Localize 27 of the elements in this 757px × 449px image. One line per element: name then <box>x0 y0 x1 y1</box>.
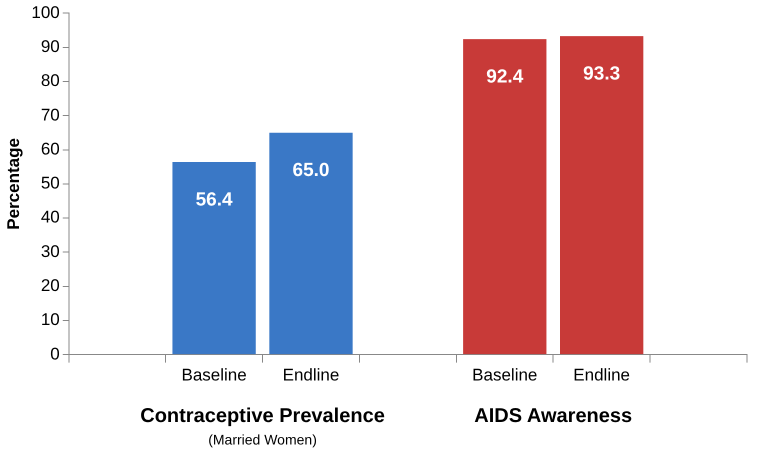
y-tick-label: 70 <box>40 105 60 124</box>
text: AIDS Awareness <box>474 405 632 428</box>
y-tick-label: 50 <box>40 174 60 193</box>
x-tick-label: Baseline <box>472 365 538 384</box>
bar <box>269 132 353 354</box>
x-tick-label: Endline <box>282 365 340 384</box>
y-tick-label: 30 <box>40 242 60 261</box>
y-tick-label: 10 <box>40 310 60 330</box>
y-tick-label: 90 <box>40 37 60 56</box>
x-tick-label: Baseline <box>181 365 247 384</box>
text: Contraceptive Prevalence <box>140 405 385 428</box>
y-tick-label: 80 <box>40 71 60 90</box>
y-tick-label: 20 <box>40 276 60 296</box>
text: (Married Women) <box>208 431 317 448</box>
y-tick-label: 100 <box>31 2 60 22</box>
y-axis-title: Percentage <box>4 138 23 230</box>
bar <box>172 162 256 354</box>
bar <box>560 36 644 354</box>
data-label: 92.4 <box>486 66 524 88</box>
y-tick-label: 0 <box>50 344 60 364</box>
bar <box>463 39 546 354</box>
data-label: 56.4 <box>196 189 234 210</box>
y-tick-label: 60 <box>40 139 60 158</box>
data-label: 65.0 <box>292 160 330 181</box>
data-label: 93.3 <box>583 63 620 84</box>
x-tick-label: Endline <box>573 365 630 384</box>
y-tick-label: 40 <box>40 208 60 227</box>
